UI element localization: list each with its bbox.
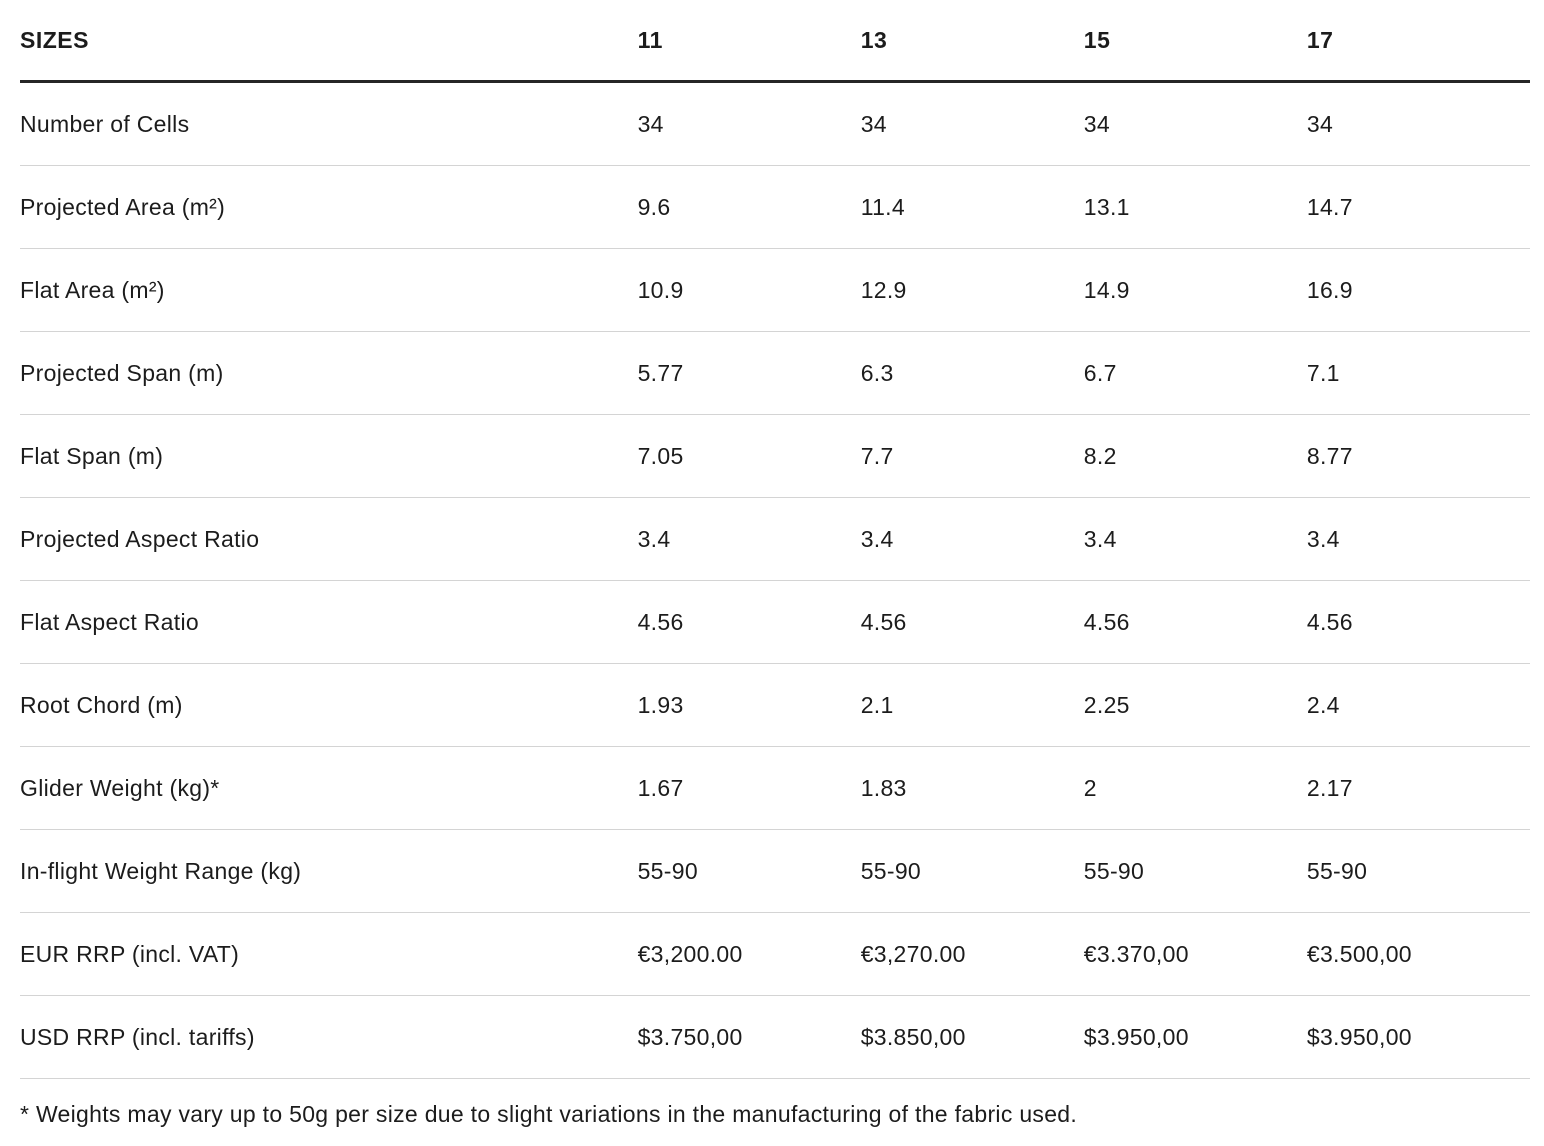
cell-value: 3.4 — [1306, 497, 1530, 581]
row-label: In-flight Weight Range (kg) — [20, 829, 638, 913]
cell-value: 55-90 — [860, 829, 1084, 913]
cell-value: 2.25 — [1083, 663, 1307, 747]
cell-value: 6.7 — [1083, 331, 1307, 415]
cell-value: 13.1 — [1083, 165, 1307, 249]
cell-value: $3.750,00 — [637, 995, 861, 1079]
cell-value: 1.67 — [637, 746, 861, 830]
cell-value: $3.950,00 — [1306, 995, 1530, 1079]
cell-value: 2.17 — [1306, 746, 1530, 830]
cell-value: 3.4 — [637, 497, 861, 581]
cell-value: 1.83 — [860, 746, 1084, 830]
table-row: Flat Span (m) 7.05 7.7 8.2 8.77 — [20, 414, 1530, 498]
cell-value: 55-90 — [637, 829, 861, 913]
row-label: EUR RRP (incl. VAT) — [20, 912, 638, 996]
cell-value: €3,200.00 — [637, 912, 861, 996]
cell-value: €3,270.00 — [860, 912, 1084, 996]
cell-value: 10.9 — [637, 248, 861, 332]
cell-value: 34 — [1083, 81, 1307, 166]
cell-value: €3.370,00 — [1083, 912, 1307, 996]
cell-value: $3.850,00 — [860, 995, 1084, 1079]
cell-value: 12.9 — [860, 248, 1084, 332]
cell-value: 7.7 — [860, 414, 1084, 498]
cell-value: 2.1 — [860, 663, 1084, 747]
row-label: Glider Weight (kg)* — [20, 746, 638, 830]
header-size-15: 15 — [1083, 0, 1307, 83]
cell-value: 3.4 — [860, 497, 1084, 581]
cell-value: 55-90 — [1083, 829, 1307, 913]
table-row: Glider Weight (kg)* 1.67 1.83 2 2.17 — [20, 746, 1530, 830]
cell-value: 3.4 — [1083, 497, 1307, 581]
cell-value: 8.2 — [1083, 414, 1307, 498]
cell-value: 5.77 — [637, 331, 861, 415]
table-row: Flat Area (m²) 10.9 12.9 14.9 16.9 — [20, 248, 1530, 332]
row-label: Flat Span (m) — [20, 414, 638, 498]
cell-value: 7.1 — [1306, 331, 1530, 415]
header-size-13: 13 — [860, 0, 1084, 83]
cell-value: 14.9 — [1083, 248, 1307, 332]
row-label: Projected Span (m) — [20, 331, 638, 415]
row-label: Projected Area (m²) — [20, 165, 638, 249]
row-label: Flat Area (m²) — [20, 248, 638, 332]
cell-value: 4.56 — [1306, 580, 1530, 664]
cell-value: 11.4 — [860, 165, 1084, 249]
row-label: USD RRP (incl. tariffs) — [20, 995, 638, 1079]
cell-value: €3.500,00 — [1306, 912, 1530, 996]
cell-value: 34 — [1306, 81, 1530, 166]
cell-value: 55-90 — [1306, 829, 1530, 913]
table-row: In-flight Weight Range (kg) 55-90 55-90 55-… — [20, 829, 1530, 913]
table-row: Projected Aspect Ratio 3.4 3.4 3.4 3.4 — [20, 497, 1530, 581]
cell-value: 14.7 — [1306, 165, 1530, 249]
spec-table-body: Number of Cells 34 34 34 34 Projected Area (m… — [20, 81, 1530, 1079]
header-sizes-label: SIZES — [20, 0, 638, 83]
row-label: Flat Aspect Ratio — [20, 580, 638, 664]
row-label: Root Chord (m) — [20, 663, 638, 747]
spec-table: SIZES 11 13 15 17 Number of Cells 34 34 34 3… — [20, 0, 1530, 1079]
table-row: Projected Span (m) 5.77 6.3 6.7 7.1 — [20, 331, 1530, 415]
table-header-row: SIZES 11 13 15 17 — [20, 0, 1530, 83]
cell-value: 6.3 — [860, 331, 1084, 415]
weights-footnote: * Weights may vary up to 50g per size du… — [20, 1101, 1078, 1127]
cell-value: 2.4 — [1306, 663, 1530, 747]
table-row: EUR RRP (incl. VAT) €3,200.00 €3,270.00 €3.… — [20, 912, 1530, 996]
header-size-17: 17 — [1306, 0, 1530, 83]
cell-value: 4.56 — [637, 580, 861, 664]
row-label: Projected Aspect Ratio — [20, 497, 638, 581]
cell-value: $3.950,00 — [1083, 995, 1307, 1079]
header-size-11: 11 — [637, 0, 861, 83]
table-row: Number of Cells 34 34 34 34 — [20, 81, 1530, 166]
cell-value: 16.9 — [1306, 248, 1530, 332]
table-row: Projected Area (m²) 9.6 11.4 13.1 14.7 — [20, 165, 1530, 249]
table-row: Flat Aspect Ratio 4.56 4.56 4.56 4.56 — [20, 580, 1530, 664]
cell-value: 4.56 — [1083, 580, 1307, 664]
cell-value: 34 — [860, 81, 1084, 166]
cell-value: 4.56 — [860, 580, 1084, 664]
cell-value: 9.6 — [637, 165, 861, 249]
cell-value: 1.93 — [637, 663, 861, 747]
cell-value: 2 — [1083, 746, 1307, 830]
cell-value: 8.77 — [1306, 414, 1530, 498]
cell-value: 7.05 — [637, 414, 861, 498]
cell-value: 34 — [637, 81, 861, 166]
table-row: Root Chord (m) 1.93 2.1 2.25 2.4 — [20, 663, 1530, 747]
table-row: USD RRP (incl. tariffs) $3.750,00 $3.850,0… — [20, 995, 1530, 1079]
row-label: Number of Cells — [20, 81, 638, 166]
